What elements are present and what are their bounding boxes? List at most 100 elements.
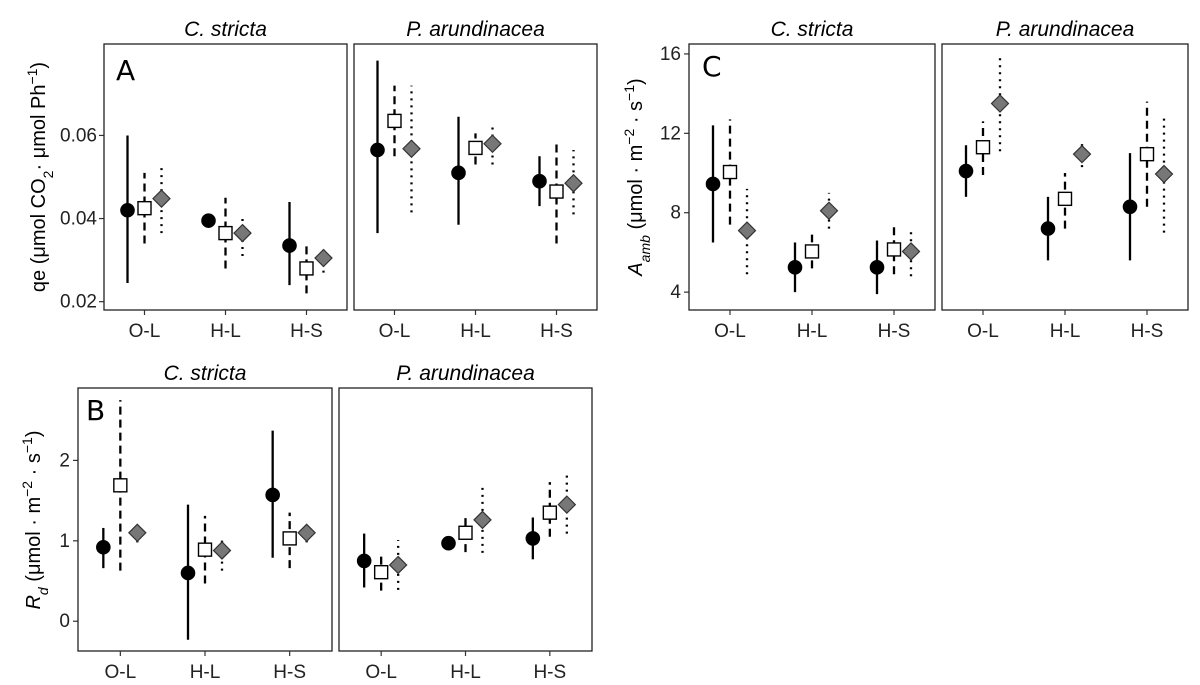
y-tick-label: 12 [660,123,681,144]
y-tick-label: 0.04 [60,209,97,230]
series-square [113,400,297,584]
y-tick-label: 4 [670,282,681,303]
data-point-circle [180,565,196,581]
y-label-sup: −2 [621,129,637,145]
data-point-square [975,140,991,155]
data-point-circle [787,260,803,275]
x-tick-label: O-L [365,662,397,683]
y-label-close: ) [625,78,647,85]
y-tick-label: 1 [59,531,70,552]
data-point-square [197,542,213,557]
x-tick-label: H-S [290,321,323,342]
y-tick-label: 0.06 [60,125,97,146]
facet-C-2: P. arundinacea O-L H-L H-S [941,18,1189,342]
facet-A-2: P. arundinacea O-L H-L H-S [353,18,598,342]
facet-B-2: P. arundinacea O-L H-L H-S [338,362,593,683]
data-point-diamond [388,555,408,575]
data-point-diamond [233,223,252,243]
facet-C-1: C. stricta O-L H-L H-S [688,18,936,342]
y-label-rest2: · s [23,453,45,481]
data-point-diamond [314,248,333,268]
x-tick-label: O-L [379,321,411,342]
data-point-square [804,244,820,259]
x-tick-label: O-L [104,662,136,683]
y-label-sub: amb [637,235,653,262]
panel-frame [353,43,598,311]
x-tick-label: H-L [460,321,491,342]
facet-title: P. arundinacea [406,18,545,41]
y-label-sup2: −1 [621,85,637,101]
data-point-square [1139,146,1155,162]
data-point-diamond [1154,164,1174,184]
series-diamond [152,166,333,273]
x-tick-label: H-S [273,662,306,683]
y-label-rest: · μmol Ph [28,85,50,171]
data-point-diamond [564,173,583,193]
y-label-sup: −1 [24,68,40,84]
data-point-circle [532,173,547,189]
data-point-square [722,164,738,180]
y-label-main: R [23,595,45,609]
data-point-square [282,531,297,546]
series-square [137,172,314,294]
data-point-circle [201,213,216,228]
panel-letter: A [116,54,135,87]
y-label-main: A [625,262,647,276]
data-point-diamond [212,541,232,560]
series-circle [370,60,547,234]
data-point-diamond [297,523,317,543]
x-tick-label: H-S [878,321,911,342]
data-point-diamond [152,189,171,208]
data-point-diamond [901,242,921,261]
facet-title: P. arundinacea [996,18,1135,41]
panel-frame [941,43,1189,311]
x-tick-label: H-S [1131,321,1164,342]
data-point-circle [265,487,280,503]
y-label-rest2: · s [625,101,647,129]
y-label-rest: (μmol · m [625,145,647,235]
data-point-circle [1040,221,1056,236]
y-label-sub: 2 [40,170,56,178]
x-tick-label: H-L [797,321,828,342]
data-point-square [468,140,483,156]
data-point-diamond [483,134,502,154]
panel-letter: C [702,50,722,83]
data-point-square [113,478,128,493]
data-point-diamond [819,201,839,221]
data-point-diamond [557,495,577,514]
data-point-circle [356,553,372,569]
series-circle [96,430,280,640]
data-point-square [373,564,389,580]
facet-B-1: C. stricta O-L H-L H-S [77,362,333,683]
data-point-square [218,225,233,241]
y-label-close: ) [23,430,45,437]
data-point-circle [370,142,385,158]
series-square [722,119,902,275]
y-tick-label: 2 [59,450,70,471]
data-point-diamond [402,139,421,159]
series-circle [120,135,297,286]
series-square [373,482,558,591]
facet-A-1: C. stricta O-L H-L H-S [103,18,348,342]
data-point-square [458,525,473,540]
data-point-circle [451,165,466,181]
data-point-diamond [1072,144,1092,164]
series-square [387,85,564,244]
y-label-sup2: −1 [19,437,35,453]
data-point-circle [525,531,541,546]
x-tick-label: H-S [533,662,566,683]
series-diamond [402,85,583,215]
y-axis-label: qe (μmol CO2· μmol Ph−1) [24,62,56,292]
data-point-circle [441,535,456,551]
data-point-diamond [990,94,1010,113]
series-circle [958,145,1138,261]
y-tick-label: 16 [660,44,681,65]
panel-frame [77,387,333,652]
data-point-square [549,184,564,199]
data-point-square [299,261,314,276]
series-circle [356,517,541,588]
data-point-square [387,113,402,129]
x-tick-label: O-L [129,321,161,342]
data-point-circle [869,260,885,275]
